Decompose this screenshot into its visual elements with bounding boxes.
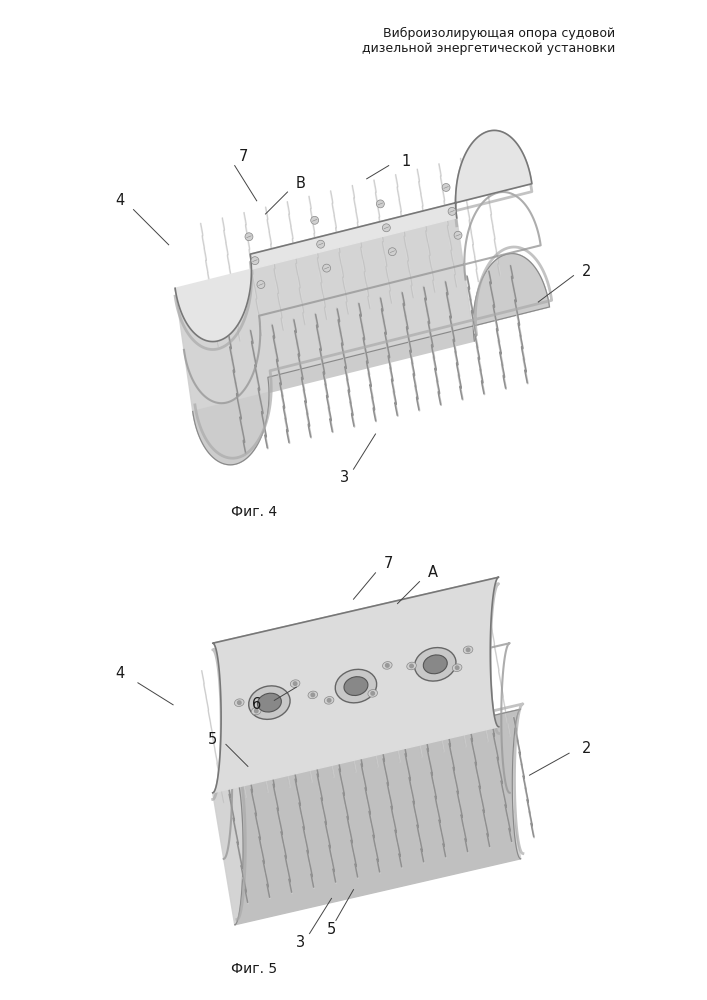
Text: 3: 3 [340,471,349,486]
Ellipse shape [252,707,261,715]
Circle shape [371,692,375,695]
Text: Фиг. 4: Фиг. 4 [231,505,278,519]
Circle shape [245,233,253,241]
Ellipse shape [325,697,334,704]
Circle shape [376,200,385,208]
Circle shape [388,248,397,256]
Ellipse shape [344,677,368,695]
Ellipse shape [235,699,244,706]
Ellipse shape [382,662,392,669]
Circle shape [310,216,319,224]
Polygon shape [175,130,549,465]
Text: 1: 1 [402,154,411,169]
Text: дизельной энергетической установки: дизельной энергетической установки [362,42,615,55]
Circle shape [317,240,325,248]
Polygon shape [235,709,520,925]
Ellipse shape [414,648,456,681]
Circle shape [467,648,470,652]
Ellipse shape [407,662,416,670]
Ellipse shape [368,690,378,697]
Text: В: В [296,176,305,191]
Text: 4: 4 [116,193,125,208]
Circle shape [455,666,459,669]
Ellipse shape [291,680,300,687]
Text: Виброизолирующая опора судовой: Виброизолирующая опора судовой [383,27,615,40]
Ellipse shape [308,691,317,699]
Ellipse shape [257,693,281,712]
Text: 6: 6 [252,697,262,712]
Circle shape [454,231,462,239]
Ellipse shape [463,646,473,654]
Ellipse shape [335,669,377,703]
Circle shape [311,693,315,697]
Text: 5: 5 [208,732,217,748]
Text: 7: 7 [384,556,393,572]
Text: 3: 3 [296,935,305,950]
Circle shape [238,701,241,704]
Circle shape [410,664,414,668]
Text: 7: 7 [239,149,248,164]
Circle shape [251,257,259,265]
Circle shape [327,699,331,702]
Text: 5: 5 [327,922,336,937]
Circle shape [448,207,456,215]
Circle shape [257,281,265,289]
Circle shape [442,183,450,191]
Text: 2: 2 [582,741,591,756]
Text: 2: 2 [582,264,591,279]
Polygon shape [213,577,520,925]
Polygon shape [193,254,549,465]
Ellipse shape [452,664,462,672]
Polygon shape [213,577,498,793]
Ellipse shape [249,686,290,719]
Ellipse shape [423,655,448,674]
Circle shape [255,709,258,713]
Text: A: A [428,565,438,580]
Circle shape [322,264,331,272]
Circle shape [382,224,390,232]
Text: 4: 4 [116,666,125,682]
Text: Фиг. 5: Фиг. 5 [231,962,278,976]
Polygon shape [175,130,532,342]
Circle shape [385,664,389,667]
Circle shape [293,682,297,685]
